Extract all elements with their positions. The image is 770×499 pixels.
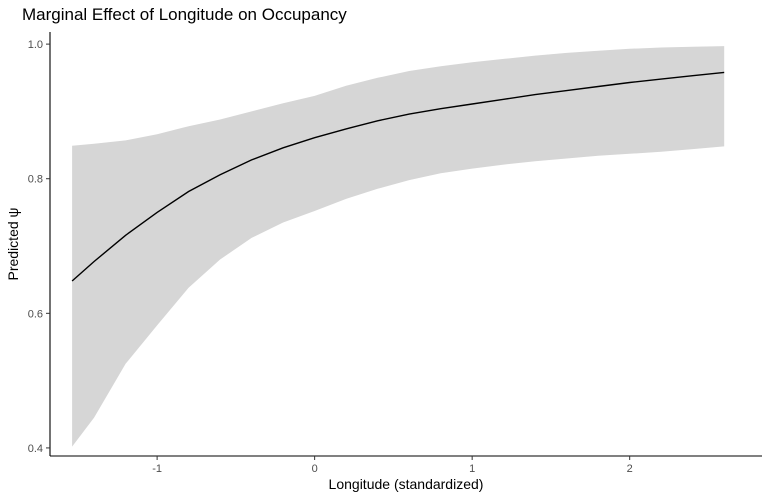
x-tick-label: -1 <box>152 463 162 475</box>
x-axis-label: Longitude (standardized) <box>329 476 484 492</box>
x-ticks: -1 0 1 2 <box>152 456 633 475</box>
y-tick-label: 0.4 <box>28 443 43 455</box>
plot-area <box>71 46 725 447</box>
y-axis-label: Predicted ψ <box>5 207 21 280</box>
y-tick-label: 0.8 <box>28 174 43 186</box>
chart-title: Marginal Effect of Longitude on Occupanc… <box>22 5 347 24</box>
x-tick-label: 1 <box>469 463 475 475</box>
prediction-line <box>71 71 725 282</box>
y-tick-label: 1.0 <box>28 39 43 51</box>
x-tick-label: 0 <box>312 463 318 475</box>
x-tick-label: 2 <box>627 463 633 475</box>
confidence-ribbon <box>72 46 725 447</box>
y-ticks: 0.4 0.6 0.8 1.0 <box>28 39 50 455</box>
y-tick-label: 0.6 <box>28 308 43 320</box>
